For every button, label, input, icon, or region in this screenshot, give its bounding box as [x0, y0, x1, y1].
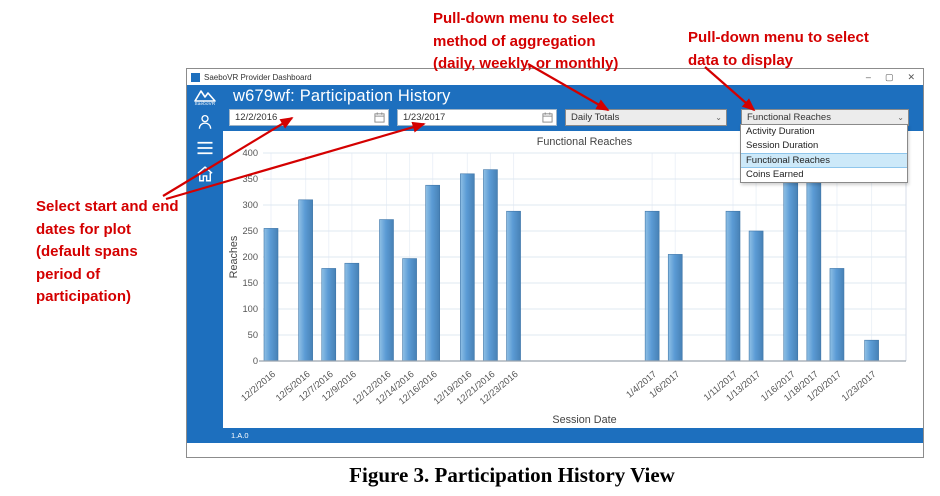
annotation-line: dates for plot — [36, 220, 132, 238]
annotation-line: Select start and end — [36, 198, 179, 215]
chart-bar — [667, 254, 683, 362]
svg-text:200: 200 — [242, 252, 258, 262]
chart-bar — [344, 262, 360, 362]
home-button[interactable] — [194, 164, 216, 184]
chevron-down-icon: ⌄ — [715, 112, 722, 122]
dropdown-option-session-duration[interactable]: Session Duration — [746, 140, 819, 151]
svg-text:12/2/2016: 12/2/2016 — [239, 369, 277, 403]
annotation-line: method of aggregation — [433, 32, 596, 50]
annotation-line: (daily, weekly, or monthly) — [433, 55, 619, 72]
svg-text:1/23/2017: 1/23/2017 — [840, 369, 878, 403]
end-date-input[interactable]: 1/23/2017 — [397, 109, 557, 126]
app-icon — [191, 72, 200, 82]
chart-bar — [783, 155, 799, 362]
svg-text:150: 150 — [242, 278, 258, 288]
chart-bar — [402, 258, 417, 362]
chart-bar — [321, 268, 337, 362]
dropdown-option-functional-reaches[interactable]: Functional Reaches — [741, 153, 907, 168]
chevron-down-icon: ⌄ — [897, 112, 904, 122]
annotation-date-selection: Select start and end dates for plot (def… — [36, 196, 196, 309]
profile-button[interactable] — [194, 112, 216, 132]
chart-bar — [298, 199, 313, 362]
status-bar: 1.A.0 — [223, 428, 923, 443]
start-date-input[interactable]: 12/2/2016 — [229, 109, 389, 126]
participation-chart: 05010015020025030035040012/2/201612/5/20… — [228, 136, 907, 426]
svg-text:350: 350 — [242, 174, 258, 184]
svg-text:Reaches: Reaches — [228, 235, 240, 278]
aggregation-value: Daily Totals — [571, 112, 620, 123]
hamburger-menu-icon — [197, 141, 213, 155]
page-title: w679wf: Participation History — [233, 87, 451, 105]
svg-text:400: 400 — [242, 148, 258, 158]
annotation-line: Pull-down menu to select — [688, 29, 869, 46]
svg-text:50: 50 — [248, 330, 258, 340]
figure-caption: Figure 3. Participation History View — [349, 463, 675, 487]
chart-bar — [829, 268, 845, 362]
annotation-aggregation-menu: Pull-down menu to select method of aggre… — [433, 8, 643, 76]
annotation-line: data to display — [688, 51, 794, 69]
annotation-data-menu: Pull-down menu to select data to display — [688, 27, 898, 72]
main-panel: w679wf: Participation History 12/2/2016 … — [223, 85, 923, 443]
svg-text:0: 0 — [253, 356, 258, 366]
minimize-button[interactable]: – — [865, 71, 871, 82]
chart-bar — [483, 169, 498, 362]
saebovr-logo: SaeboVR — [193, 88, 217, 106]
chart-bar — [506, 210, 521, 362]
chart-bar — [460, 173, 475, 362]
data-select-value: Functional Reaches — [747, 112, 831, 123]
app-window: SaeboVR Provider Dashboard – ▢ ✕ SaeboVR — [186, 68, 924, 458]
annotation-line: (default spans — [36, 243, 138, 260]
menu-button[interactable] — [194, 138, 216, 158]
svg-text:Functional Reaches: Functional Reaches — [537, 136, 633, 148]
chart-bar — [748, 230, 764, 362]
svg-text:Session Date: Session Date — [552, 414, 616, 426]
maximize-button[interactable]: ▢ — [884, 71, 894, 82]
annotation-line: period of — [36, 265, 101, 283]
logo-text: SaeboVR — [194, 101, 216, 106]
chart-bar — [263, 228, 279, 362]
end-date-value: 1/23/2017 — [403, 112, 446, 123]
chart-bar — [379, 219, 394, 362]
chart-bar — [725, 210, 741, 362]
close-button[interactable]: ✕ — [907, 71, 915, 82]
start-date-value: 12/2/2016 — [235, 112, 278, 123]
svg-text:100: 100 — [242, 304, 258, 314]
chart-bar — [644, 210, 660, 362]
annotation-line: participation) — [36, 288, 132, 305]
aggregation-select[interactable]: Daily Totals ⌄ — [565, 109, 727, 126]
data-dropdown-list: Activity Duration Session Duration Funct… — [740, 124, 908, 183]
dropdown-option-coins-earned[interactable]: Coins Earned — [746, 169, 804, 180]
svg-text:250: 250 — [242, 226, 258, 236]
window-title: SaeboVR Provider Dashboard — [204, 72, 312, 82]
mountain-logo-icon — [194, 90, 216, 102]
home-icon — [197, 166, 213, 182]
version-label: 1.A.0 — [231, 431, 249, 440]
dropdown-option-activity-duration[interactable]: Activity Duration — [746, 126, 815, 137]
calendar-icon — [374, 112, 385, 123]
annotation-line: Pull-down menu to select — [433, 10, 614, 27]
calendar-icon — [542, 112, 553, 123]
svg-text:300: 300 — [242, 200, 258, 210]
chart-bar — [864, 339, 879, 362]
chart-bar — [425, 184, 440, 362]
person-icon — [198, 114, 212, 129]
chart-bar — [806, 155, 822, 362]
